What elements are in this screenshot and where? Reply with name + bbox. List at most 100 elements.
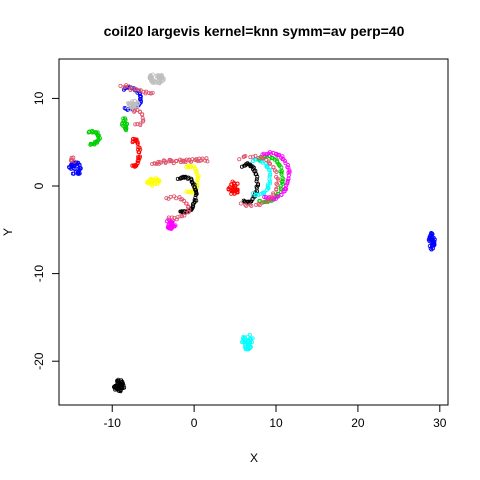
data-point — [195, 178, 200, 183]
y-tick-label: -10 — [32, 265, 46, 283]
data-point — [260, 200, 265, 205]
data-point — [194, 191, 199, 196]
data-point — [153, 161, 158, 166]
data-point — [253, 153, 258, 158]
data-point — [126, 101, 131, 106]
y-tick-label: 10 — [32, 91, 46, 105]
x-tick-label: 0 — [191, 416, 198, 430]
data-point — [158, 160, 163, 165]
data-point — [240, 340, 245, 345]
data-point — [134, 104, 139, 109]
data-point — [249, 340, 254, 345]
data-point — [268, 161, 273, 166]
data-point — [138, 110, 143, 115]
data-point — [267, 181, 272, 186]
data-point — [229, 191, 234, 196]
data-point — [198, 158, 203, 163]
data-point — [193, 187, 198, 192]
plot-frame — [58, 58, 449, 406]
data-point — [150, 183, 155, 188]
data-point — [127, 107, 132, 112]
data-point — [188, 189, 193, 194]
data-point — [256, 193, 261, 198]
data-point — [255, 174, 260, 179]
data-point — [150, 72, 155, 77]
data-point — [248, 202, 253, 207]
data-point — [182, 198, 187, 203]
x-tick-label: 10 — [269, 416, 283, 430]
data-point — [270, 155, 275, 160]
data-point — [251, 154, 256, 159]
data-point — [175, 176, 180, 181]
data-point — [134, 87, 139, 92]
data-point — [254, 202, 259, 207]
data-point — [235, 189, 240, 194]
data-point — [279, 192, 284, 197]
data-point — [281, 189, 286, 194]
data-point — [115, 378, 120, 383]
data-point — [78, 166, 83, 171]
data-point — [132, 108, 137, 113]
data-point — [124, 121, 129, 126]
data-point — [170, 215, 175, 220]
data-point — [247, 332, 252, 337]
data-point — [275, 182, 280, 187]
data-point — [239, 164, 244, 169]
data-point — [279, 165, 284, 170]
data-point — [251, 191, 256, 196]
data-point — [262, 194, 267, 199]
data-point — [276, 178, 281, 183]
data-point — [245, 199, 250, 204]
data-point — [276, 152, 281, 157]
x-axis-label: X — [250, 451, 258, 465]
data-point — [190, 157, 195, 162]
data-points — [67, 72, 437, 394]
data-point — [88, 142, 93, 147]
data-point — [133, 122, 138, 127]
data-point — [122, 116, 127, 121]
data-point — [135, 122, 140, 127]
data-point — [150, 90, 155, 95]
data-point — [147, 74, 152, 79]
y-axis-label: Y — [1, 228, 15, 236]
data-point — [260, 160, 265, 165]
data-point — [154, 77, 159, 82]
data-point — [186, 189, 191, 194]
data-point — [69, 166, 74, 171]
data-point — [130, 102, 135, 107]
y-tick-label: -20 — [32, 352, 46, 370]
data-point — [178, 197, 183, 202]
data-point — [168, 194, 173, 199]
data-point — [260, 156, 265, 161]
data-point — [184, 189, 189, 194]
data-point — [254, 184, 259, 189]
data-point — [177, 195, 182, 200]
data-point — [156, 73, 161, 78]
data-point — [286, 170, 291, 175]
data-point — [136, 100, 141, 105]
data-point — [113, 386, 118, 391]
data-point — [182, 213, 187, 218]
data-point — [180, 214, 185, 219]
data-point — [119, 378, 124, 383]
data-point — [253, 193, 258, 198]
data-point — [229, 188, 234, 193]
data-point — [280, 181, 285, 186]
data-point — [153, 181, 158, 186]
data-point — [247, 345, 252, 350]
data-point — [248, 164, 253, 169]
x-tick-label: -10 — [104, 416, 122, 430]
data-point — [118, 388, 123, 393]
data-point — [120, 381, 125, 386]
data-point — [172, 194, 177, 199]
y-tick-label: 0 — [32, 182, 46, 189]
data-point — [279, 172, 284, 177]
data-point — [140, 116, 145, 121]
data-point — [429, 237, 434, 242]
data-point — [430, 241, 435, 246]
data-point — [268, 168, 273, 173]
data-point — [279, 170, 284, 175]
data-point — [69, 158, 74, 163]
data-point — [170, 159, 175, 164]
